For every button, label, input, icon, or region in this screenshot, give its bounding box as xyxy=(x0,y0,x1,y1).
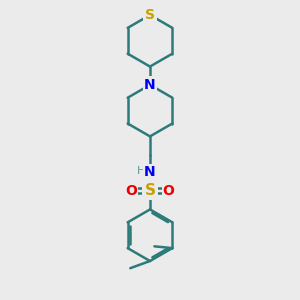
Text: N: N xyxy=(144,78,156,92)
Text: H: H xyxy=(137,167,146,176)
Text: S: S xyxy=(145,183,155,198)
Text: O: O xyxy=(163,184,175,198)
Text: N: N xyxy=(144,165,156,179)
Text: S: S xyxy=(145,8,155,22)
Text: O: O xyxy=(125,184,137,198)
